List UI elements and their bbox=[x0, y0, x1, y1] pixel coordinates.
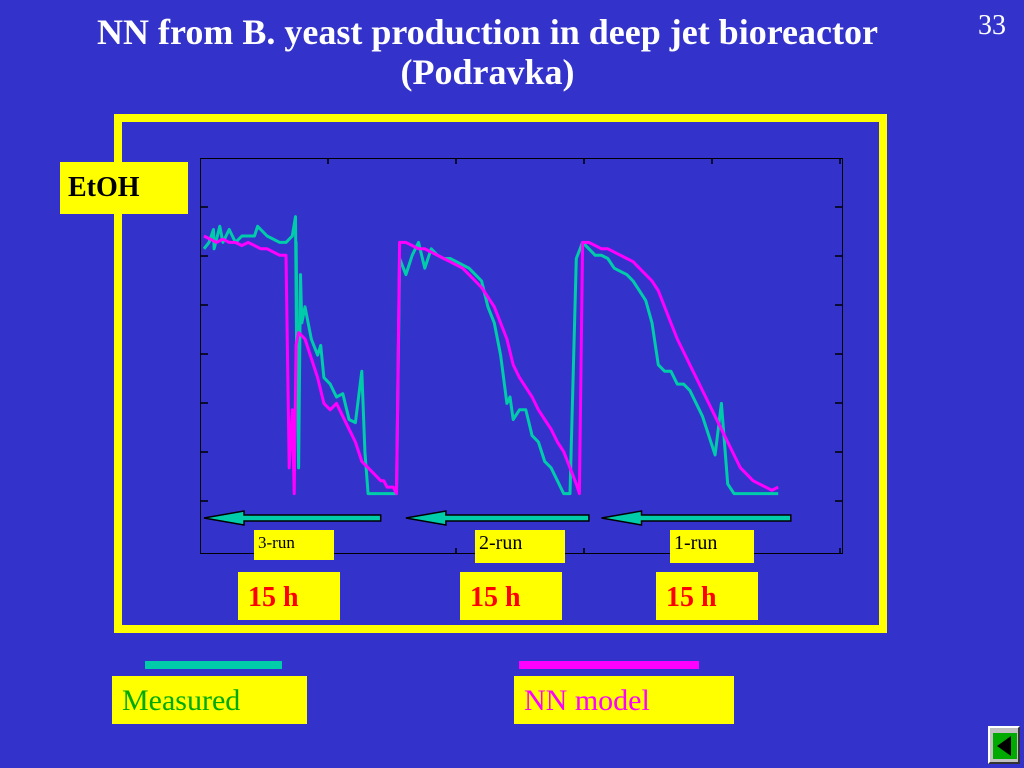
series-nn-model-line bbox=[203, 234, 779, 496]
run-arrow-2 bbox=[405, 510, 590, 526]
duration-run-1: 15 h bbox=[656, 572, 758, 620]
run-2-label: 2-run bbox=[475, 530, 565, 563]
plot-background bbox=[200, 158, 843, 554]
run-arrow-3 bbox=[203, 510, 382, 526]
legend-measured-label: Measured bbox=[112, 676, 307, 724]
duration-run-2: 15 h bbox=[460, 572, 562, 620]
title-line-1: NN from B. yeast production in deep jet … bbox=[97, 12, 878, 52]
legend-measured-swatch bbox=[145, 661, 282, 669]
etoh-label: EtOH bbox=[60, 162, 188, 214]
run-1-label: 1-run bbox=[670, 530, 754, 563]
series-layer bbox=[202, 215, 779, 496]
legend-nn-swatch bbox=[519, 661, 699, 669]
back-arrow-icon bbox=[993, 733, 1017, 759]
run-3-label: 3-run bbox=[254, 530, 334, 560]
duration-run-3: 15 h bbox=[238, 572, 340, 620]
axis-ticks bbox=[200, 158, 843, 554]
chart-frame bbox=[114, 114, 887, 633]
page-number: 33 bbox=[978, 10, 1006, 41]
series-measured-line bbox=[202, 215, 779, 496]
run-arrows bbox=[203, 510, 792, 526]
title-line-2: (Podravka) bbox=[400, 52, 575, 92]
legend-nn-label: NN model bbox=[514, 676, 734, 724]
run-arrow-1 bbox=[601, 510, 792, 526]
slide-title: NN from B. yeast production in deep jet … bbox=[0, 12, 975, 92]
back-button[interactable] bbox=[988, 726, 1020, 764]
chart-plot bbox=[200, 158, 843, 554]
